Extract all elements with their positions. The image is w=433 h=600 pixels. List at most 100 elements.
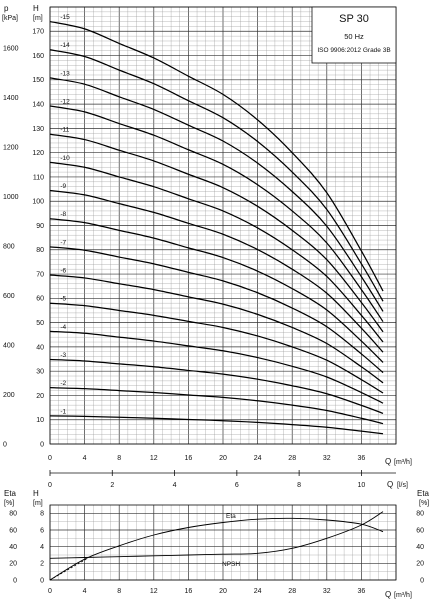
pressure-axis-unit: [kPa] — [2, 15, 18, 22]
head-curve-label: -13 — [60, 70, 70, 77]
flow-tick-label: 8 — [117, 455, 121, 462]
eta-curve-label: Eta — [226, 513, 236, 520]
standard-label: ISO 9906:2012 Grade 3B — [317, 47, 390, 54]
left-eta-axis-ticks: 0 20 40 60 80 — [9, 511, 17, 585]
head-curve-label: -7 — [60, 239, 66, 246]
npsh-tick-label: 0 — [40, 577, 44, 584]
flow-ls-axis-ticks: 0 2 4 6 8 10 — [48, 470, 365, 489]
frequency-label: 50 Hz — [344, 32, 364, 41]
flow-ls-tick-label: 0 — [48, 482, 52, 489]
left-eta-tick-label: 40 — [9, 544, 17, 551]
flow-ls-tick-label: 8 — [297, 482, 301, 489]
head-curve-label: -10 — [60, 155, 70, 162]
head-tick-label: 70 — [36, 271, 44, 278]
head-curve — [49, 189, 384, 353]
pressure-tick-label: 1400 — [3, 95, 19, 102]
head-curve-label: -15 — [60, 14, 70, 21]
head-curve — [49, 330, 384, 404]
left-eta-tick-label: 20 — [9, 561, 17, 568]
head-curve — [49, 246, 384, 374]
flow-ls-tick-label: 10 — [358, 482, 366, 489]
npsh-axis-label: Eta — [4, 489, 17, 498]
flow-axis-unit: [m³/h] — [394, 459, 412, 466]
eta-dashed-segment — [49, 558, 87, 581]
eta-tick-label: 60 — [416, 527, 424, 534]
bottom-flow-axis-ticks: 0 4 8 12 16 20 24 28 32 36 — [48, 588, 365, 595]
pressure-tick-label: 600 — [3, 293, 15, 300]
head-curve — [49, 218, 384, 363]
head-tick-label: 110 — [33, 174, 44, 181]
flow-ls-tick-label: 4 — [173, 482, 177, 489]
head-tick-label: 60 — [36, 296, 44, 303]
flow-tick-label: 32 — [323, 455, 331, 462]
head-tick-label: 150 — [32, 77, 44, 84]
bottom-flow-tick-label: 20 — [219, 588, 227, 595]
npsh-tick-label: 4 — [40, 544, 44, 551]
pressure-tick-label: 400 — [3, 342, 15, 349]
head-tick-label: 170 — [32, 29, 44, 36]
head-tick-label: 10 — [36, 417, 44, 424]
flow-ls-axis-label: Q — [387, 480, 393, 489]
left-eta-tick-label: 80 — [9, 511, 17, 518]
head-tick-label: 90 — [36, 223, 44, 230]
head-tick-label: 130 — [32, 126, 44, 133]
flow-ls-tick-label: 6 — [235, 482, 239, 489]
model-title: SP 30 — [339, 13, 369, 25]
flow-tick-label: 20 — [219, 455, 227, 462]
head-curve-label: -12 — [60, 99, 70, 106]
head-curve — [49, 358, 384, 414]
head-tick-label: 80 — [36, 247, 44, 254]
bottom-flow-tick-label: 12 — [150, 588, 158, 595]
head-tick-label: 50 — [36, 320, 44, 327]
flow-tick-label: 28 — [288, 455, 296, 462]
flow-tick-label: 36 — [358, 455, 366, 462]
head-curve — [49, 20, 384, 292]
flow-tick-label: 16 — [185, 455, 193, 462]
flow-tick-label: 0 — [48, 455, 52, 462]
left-eta-tick-label: 60 — [9, 527, 17, 534]
npsh-curve — [49, 511, 384, 559]
eta-axis-ticks: 0 20 40 60 80 — [416, 511, 424, 585]
pressure-axis-ticks: 0 200 400 600 800 1000 1200 1400 1600 — [3, 45, 19, 448]
npsh-tick-label: 8 — [40, 511, 44, 518]
flow-tick-label: 24 — [254, 455, 262, 462]
eta-axis-label: Eta — [417, 489, 430, 498]
head-curve-label: -8 — [60, 211, 66, 218]
head-curve — [49, 415, 384, 435]
bottom-flow-tick-label: 0 — [48, 588, 52, 595]
bottom-flow-tick-label: 32 — [323, 588, 331, 595]
head-curve-label: -3 — [60, 352, 66, 359]
head-curve-label: -4 — [60, 324, 66, 331]
bottom-flow-tick-label: 8 — [117, 588, 121, 595]
head-curve — [49, 105, 384, 322]
head-curve — [49, 133, 384, 333]
bottom-flow-tick-label: 28 — [288, 588, 296, 595]
pressure-tick-label: 1600 — [3, 45, 19, 52]
title-box: SP 30 50 Hz ISO 9906:2012 Grade 3B — [311, 6, 397, 64]
pressure-tick-label: 1200 — [3, 144, 19, 151]
efficiency-frame — [49, 504, 397, 581]
flow-ls-tick-label: 2 — [110, 482, 114, 489]
head-axis-unit: [m] — [33, 15, 43, 22]
eta-tick-label: 80 — [416, 511, 424, 518]
eta-axis-unit: [%] — [419, 500, 429, 507]
eta-curve — [49, 517, 384, 581]
head-curve — [49, 77, 384, 312]
bottom-head-axis-label: H — [33, 489, 39, 498]
flow-axis-label: Q — [385, 457, 391, 466]
head-tick-label: 30 — [36, 369, 44, 376]
npsh-axis-ticks: 0 2 4 6 8 — [40, 511, 44, 585]
head-curve — [49, 302, 384, 394]
bottom-flow-axis-unit: [m³/h] — [394, 592, 412, 599]
pressure-tick-label: 200 — [3, 392, 15, 399]
head-curve-label: -5 — [60, 296, 66, 303]
efficiency-curves — [49, 511, 384, 581]
pressure-tick-label: 0 — [3, 441, 7, 448]
flow-tick-label: 4 — [83, 455, 87, 462]
head-curves — [49, 20, 384, 435]
head-axis-ticks: 0 10 20 30 40 50 60 70 80 90 100 110 120 130 140 150 160… — [32, 29, 44, 449]
npsh-tick-label: 2 — [40, 561, 44, 568]
head-curve-frame — [49, 6, 397, 445]
bottom-flow-tick-label: 16 — [185, 588, 193, 595]
